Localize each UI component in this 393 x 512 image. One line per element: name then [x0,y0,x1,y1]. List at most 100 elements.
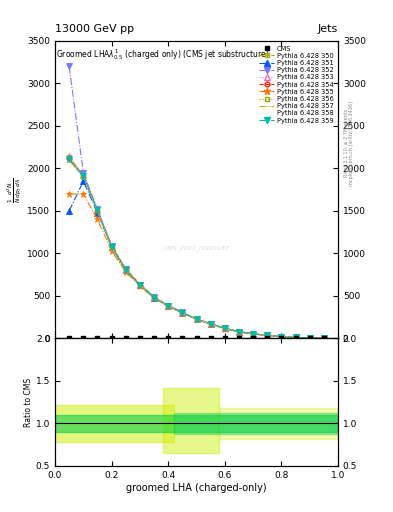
Pythia 6.428 355 [208,321,213,327]
Pythia 6.428 352 [208,321,213,327]
Pythia 6.428 355 [293,334,298,340]
Pythia 6.428 356 [321,335,326,342]
Pythia 6.428 350 [138,281,142,287]
Pythia 6.428 350 [265,332,270,338]
Pythia 6.428 353 [67,153,72,159]
Pythia 6.428 350 [307,335,312,341]
Pythia 6.428 358 [251,331,255,337]
Pythia 6.428 354 [81,173,86,179]
Pythia 6.428 358 [222,326,227,332]
Pythia 6.428 359 [166,303,171,309]
Pythia 6.428 351 [81,178,86,184]
Pythia 6.428 352 [279,334,284,340]
Pythia 6.428 354 [208,321,213,327]
Pythia 6.428 352 [180,309,185,315]
Pythia 6.428 353 [152,294,156,301]
Text: Jets: Jets [318,24,338,33]
Pythia 6.428 353 [81,172,86,178]
Pythia 6.428 358 [138,282,142,288]
Pythia 6.428 357 [293,334,298,340]
Pythia 6.428 351 [138,282,142,288]
Pythia 6.428 351 [279,334,284,340]
Pythia 6.428 358 [152,295,156,301]
Pythia 6.428 354 [138,282,142,288]
Pythia 6.428 359 [180,310,185,316]
X-axis label: groomed LHA (charged-only): groomed LHA (charged-only) [126,482,267,493]
Pythia 6.428 356 [208,321,213,327]
Pythia 6.428 350 [194,316,199,322]
Pythia 6.428 353 [95,207,100,213]
Pythia 6.428 350 [123,266,128,272]
Pythia 6.428 358 [109,245,114,251]
Pythia 6.428 350 [293,334,298,340]
Pythia 6.428 350 [251,331,255,337]
Line: Pythia 6.428 357: Pythia 6.428 357 [69,160,324,338]
Pythia 6.428 355 [109,248,114,254]
Pythia 6.428 359 [81,173,86,179]
Pythia 6.428 353 [138,282,142,288]
Pythia 6.428 356 [180,310,185,316]
Pythia 6.428 353 [293,334,298,340]
Pythia 6.428 351 [307,335,312,341]
Pythia 6.428 355 [222,326,227,332]
Pythia 6.428 353 [208,321,213,327]
Pythia 6.428 354 [293,334,298,340]
Pythia 6.428 353 [166,303,171,309]
Pythia 6.428 350 [152,294,156,300]
Pythia 6.428 352 [321,335,326,342]
Pythia 6.428 356 [166,303,171,309]
Pythia 6.428 357 [81,174,86,180]
Line: Pythia 6.428 351: Pythia 6.428 351 [66,178,327,341]
Pythia 6.428 356 [293,334,298,340]
Pythia 6.428 357 [321,335,326,342]
Pythia 6.428 356 [194,316,199,322]
Pythia 6.428 351 [237,329,241,335]
Pythia 6.428 357 [109,244,114,250]
Pythia 6.428 358 [321,335,326,342]
Pythia 6.428 354 [67,155,72,161]
Pythia 6.428 356 [237,329,241,335]
Pythia 6.428 355 [237,329,241,335]
Pythia 6.428 353 [109,244,114,250]
Pythia 6.428 351 [194,316,199,323]
Pythia 6.428 355 [95,217,100,223]
Text: Rivet 3.1.10, ≥ 2.7M events: Rivet 3.1.10, ≥ 2.7M events [344,109,349,178]
Pythia 6.428 354 [194,316,199,322]
Pythia 6.428 354 [237,329,241,335]
Pythia 6.428 352 [67,63,72,70]
Line: Pythia 6.428 356: Pythia 6.428 356 [67,155,326,340]
Pythia 6.428 353 [321,335,326,342]
Pythia 6.428 357 [222,326,227,332]
Y-axis label: Ratio to CMS: Ratio to CMS [24,378,33,426]
Pythia 6.428 350 [67,157,72,163]
Pythia 6.428 357 [307,335,312,341]
Pythia 6.428 356 [152,294,156,301]
Pythia 6.428 358 [194,316,199,323]
Pythia 6.428 358 [180,310,185,316]
Pythia 6.428 350 [109,242,114,248]
Pythia 6.428 354 [265,332,270,338]
Text: CMS_2021_I1920187: CMS_2021_I1920187 [163,245,230,251]
Pythia 6.428 353 [251,331,255,337]
Pythia 6.428 357 [166,303,171,309]
Pythia 6.428 354 [321,335,326,342]
Pythia 6.428 351 [180,310,185,316]
Legend: CMS, Pythia 6.428 350, Pythia 6.428 351, Pythia 6.428 352, Pythia 6.428 353, Pyt: CMS, Pythia 6.428 350, Pythia 6.428 351,… [258,45,335,125]
Pythia 6.428 359 [95,207,100,214]
Pythia 6.428 351 [321,335,326,342]
Pythia 6.428 358 [237,329,241,335]
Pythia 6.428 352 [81,169,86,176]
Pythia 6.428 352 [251,331,255,337]
Line: Pythia 6.428 358: Pythia 6.428 358 [69,162,324,338]
Pythia 6.428 356 [138,282,142,288]
Pythia 6.428 355 [67,191,72,197]
Pythia 6.428 354 [166,303,171,309]
Line: Pythia 6.428 359: Pythia 6.428 359 [66,156,327,341]
Pythia 6.428 356 [265,332,270,338]
Pythia 6.428 358 [95,208,100,214]
Pythia 6.428 353 [237,329,241,335]
Pythia 6.428 353 [279,334,284,340]
Pythia 6.428 352 [293,334,298,340]
Pythia 6.428 358 [67,159,72,165]
Pythia 6.428 351 [67,208,72,214]
